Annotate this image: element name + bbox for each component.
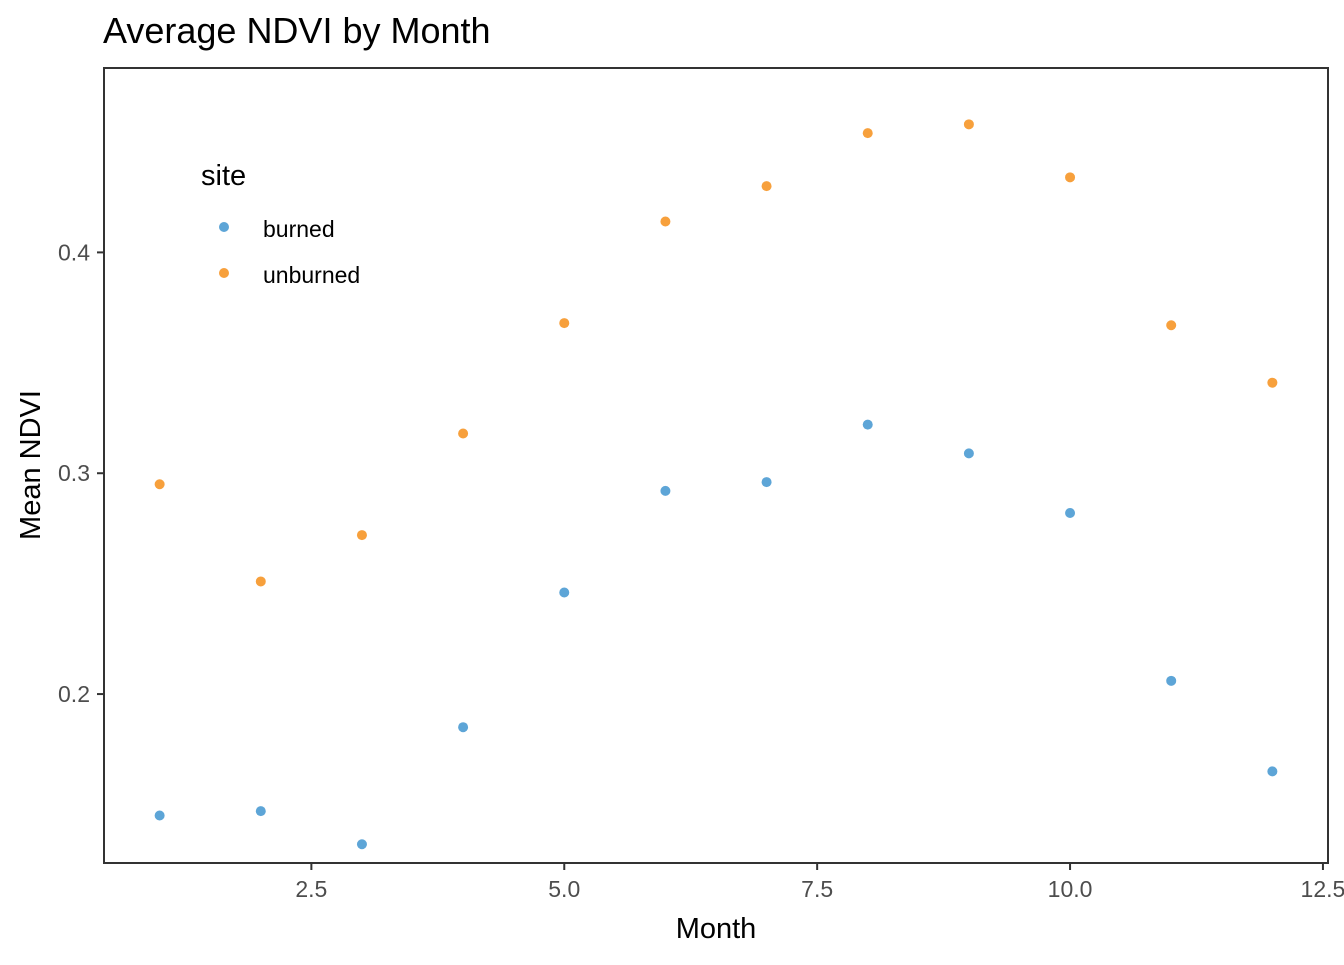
point-burned-7 [761,477,772,488]
y-tick-label: 0.3 [58,460,90,486]
point-burned-2 [255,806,266,817]
y-axis-title: Mean NDVI [15,390,47,540]
y-tick-label: 0.4 [58,239,90,265]
point-unburned-7 [761,181,772,192]
legend-key-burned [219,222,229,232]
point-burned-12 [1267,766,1278,777]
point-unburned-3 [356,530,367,541]
legend-label-unburned: unburned [263,262,360,288]
x-tick-label: 10.0 [1048,876,1093,902]
point-unburned-9 [963,119,974,130]
point-burned-1 [154,810,165,821]
point-burned-4 [458,722,469,733]
point-unburned-2 [255,576,266,587]
legend-title: site [201,160,246,192]
point-unburned-4 [458,428,469,439]
legend: site burned unburned [201,160,360,288]
point-unburned-5 [559,318,570,329]
point-burned-8 [862,419,873,430]
point-burned-9 [963,448,974,459]
x-tick-label: 2.5 [295,876,327,902]
point-burned-5 [559,587,570,598]
data-points [154,119,1278,850]
x-axis: 2.5 5.0 7.5 10.0 12.5 [295,863,1344,902]
x-axis-title: Month [676,913,757,945]
point-unburned-11 [1166,320,1177,331]
x-tick-label: 7.5 [801,876,833,902]
point-unburned-1 [154,479,165,490]
point-unburned-10 [1065,172,1076,183]
x-tick-label: 12.5 [1301,876,1344,902]
point-burned-11 [1166,675,1177,686]
y-tick-label: 0.2 [58,681,90,707]
y-axis: 0.2 0.3 0.4 [58,239,104,707]
point-burned-6 [660,485,671,496]
legend-key-unburned [219,268,229,278]
point-unburned-6 [660,216,671,227]
legend-label-burned: burned [263,216,335,242]
point-unburned-8 [862,128,873,139]
point-unburned-12 [1267,377,1278,388]
plot-panel [103,67,1329,864]
x-tick-label: 5.0 [548,876,580,902]
chart-title: Average NDVI by Month [103,10,491,51]
point-burned-3 [356,839,367,850]
point-burned-10 [1065,507,1076,518]
